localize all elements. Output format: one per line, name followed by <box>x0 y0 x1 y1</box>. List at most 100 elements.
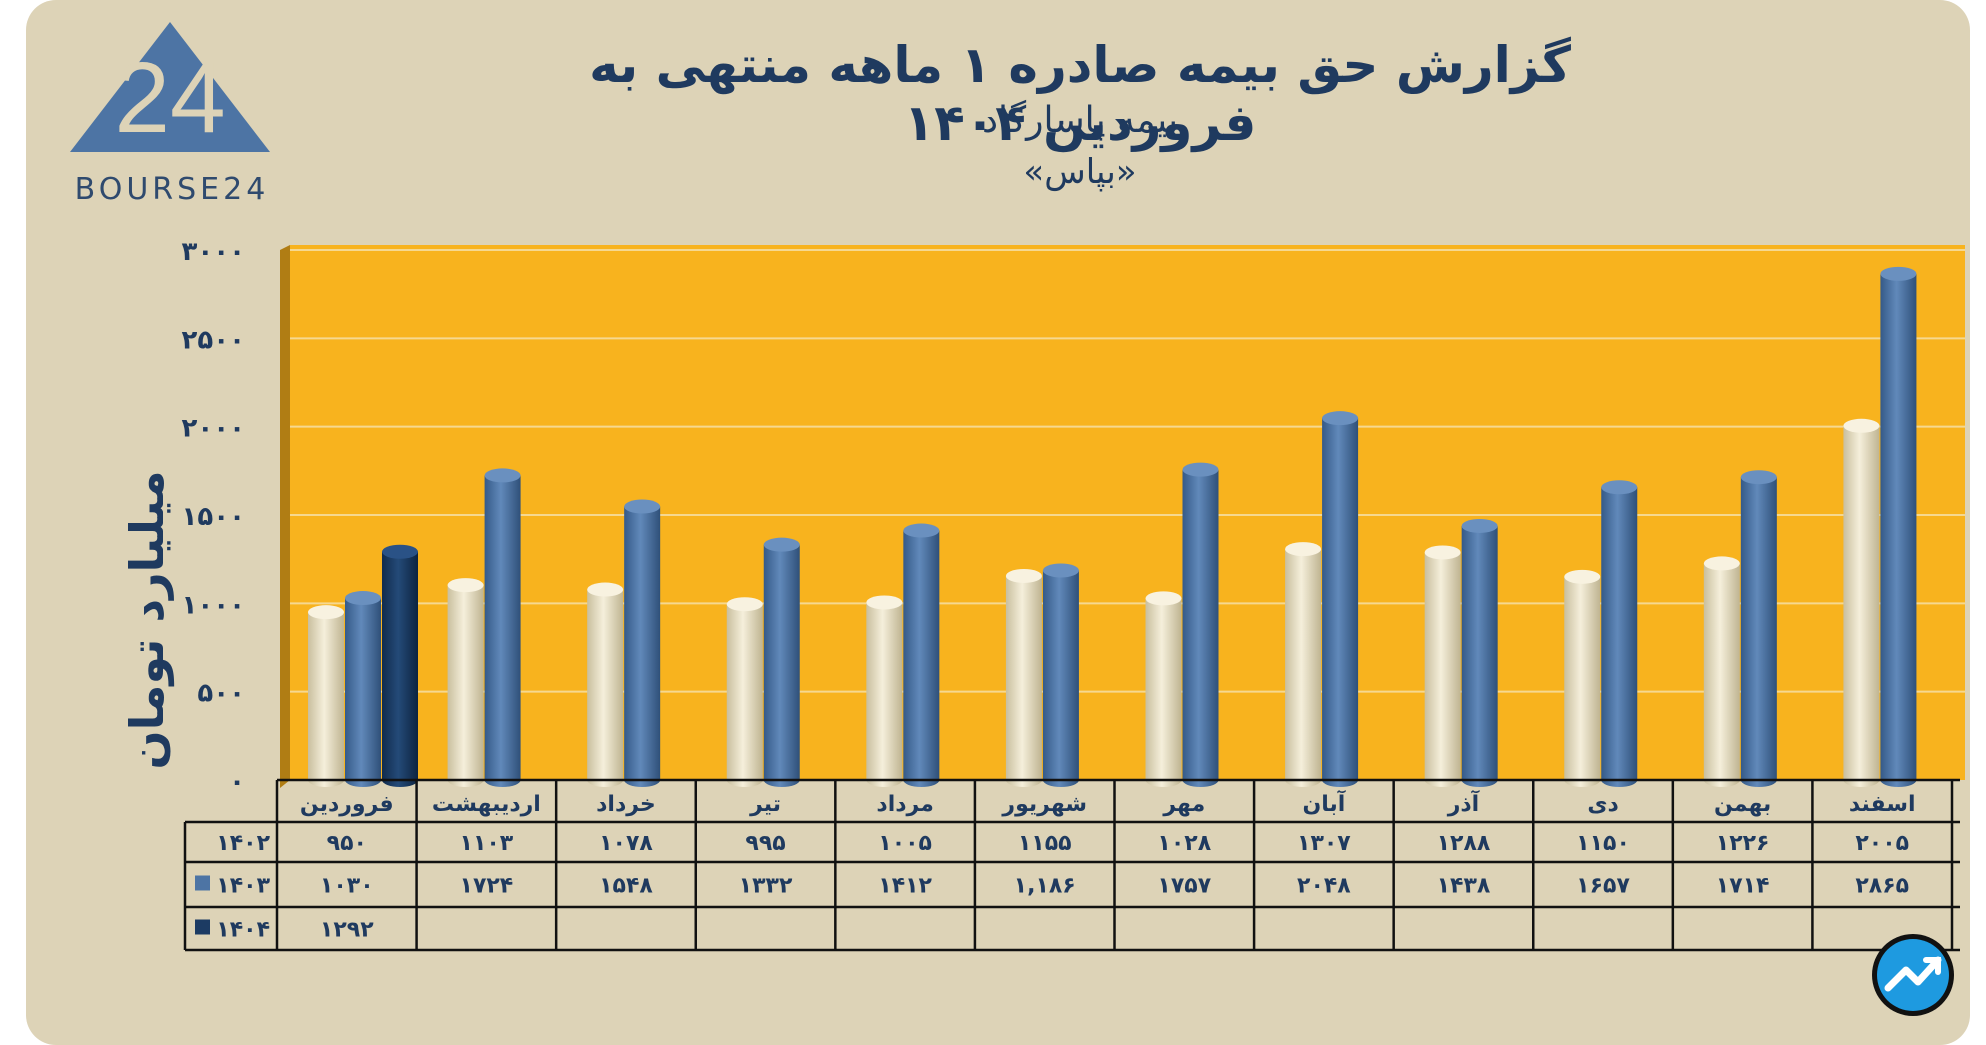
bar <box>1880 266 1917 787</box>
bar-top <box>484 468 521 483</box>
bar-body <box>1145 598 1182 780</box>
data-label: ۱۳۰۷ <box>1297 831 1351 856</box>
y-tick-label: ۰ <box>229 767 245 797</box>
bar-top <box>1601 480 1638 495</box>
bar <box>1843 418 1880 787</box>
bar-top <box>587 582 624 597</box>
bar-top <box>866 595 903 610</box>
bar-body <box>1285 549 1322 780</box>
bar-body <box>484 475 521 780</box>
svg-text:24: 24 <box>114 42 225 154</box>
bar <box>587 582 624 787</box>
bar-body <box>1424 552 1461 780</box>
data-label: ۱۲۸۸ <box>1437 831 1491 856</box>
bar-top <box>726 597 763 612</box>
y-tick-label: ۱۵۰۰ <box>182 502 245 532</box>
y-tick-label: ۵۰۰ <box>197 679 245 709</box>
data-label: ۱۱۰۳ <box>460 831 514 856</box>
bar <box>484 468 521 787</box>
bar-body <box>1601 487 1638 780</box>
legend-label: ۱۴۰۴ <box>216 918 270 943</box>
bar-top <box>763 537 800 552</box>
bar <box>1424 545 1461 787</box>
ticker-symbol: «بپاس» <box>1023 152 1137 192</box>
bar <box>1285 542 1322 787</box>
x-tick-label: دی <box>1587 792 1618 817</box>
bar-top <box>1703 556 1740 571</box>
bar-body <box>1005 575 1042 780</box>
bar-body <box>1461 525 1498 780</box>
bar <box>1564 569 1601 787</box>
bar <box>903 523 940 787</box>
x-tick-label: مرداد <box>876 792 933 817</box>
bar <box>382 544 418 787</box>
x-tick-label: تیر <box>749 792 781 817</box>
bar-body <box>1182 469 1219 780</box>
x-tick-label: آذر <box>1447 789 1480 817</box>
data-label: ۲۰۰۵ <box>1855 831 1909 856</box>
bar-body <box>1042 570 1079 780</box>
bar-body <box>1880 273 1917 780</box>
data-label: ۱۳۳۲ <box>739 874 793 899</box>
bar-top <box>1285 542 1322 557</box>
x-tick-label: بهمن <box>1714 792 1771 817</box>
y-tick-label: ۲۵۰۰ <box>182 325 245 355</box>
data-label: ۱۷۱۴ <box>1716 874 1770 899</box>
data-label: ۹۹۵ <box>745 831 785 856</box>
y-tick-label: ۱۰۰۰ <box>182 590 245 620</box>
bar-top <box>382 544 418 559</box>
bar <box>447 578 484 787</box>
legend-label: ۱۴۰۳ <box>216 874 270 899</box>
data-label: ۲۸۶۵ <box>1855 874 1909 899</box>
x-tick-label: اردیبهشت <box>432 792 541 817</box>
bar-top <box>1182 462 1219 477</box>
bar-top <box>1740 470 1777 485</box>
plot-side-wall <box>280 245 290 788</box>
bar-top <box>1880 266 1917 281</box>
bar-top <box>1564 569 1601 584</box>
bar <box>1322 411 1359 787</box>
data-label: ۱۱۵۵ <box>1018 831 1072 856</box>
bar-top <box>345 591 381 606</box>
bar <box>1042 563 1079 787</box>
data-label: ۱۰۷۸ <box>599 831 653 856</box>
legend-label: ۱۴۰۲ <box>216 831 270 856</box>
x-tick-label: فروردین <box>300 792 394 817</box>
data-label: ۱۷۲۴ <box>460 874 514 899</box>
bar <box>866 595 903 787</box>
legend-swatch <box>195 919 210 935</box>
data-label: ۱۰۳۰ <box>320 874 374 899</box>
bar <box>1145 591 1182 787</box>
bar-top <box>1005 568 1042 583</box>
data-label: ۱۴۱۲ <box>878 874 932 899</box>
data-label: ۱۲۹۲ <box>320 918 374 943</box>
bar-body <box>308 612 344 780</box>
data-label: ۱,۱۸۶ <box>1014 874 1076 899</box>
bar-top <box>447 578 484 593</box>
bar <box>726 597 763 787</box>
bar-body <box>1843 425 1880 780</box>
bar-top <box>1042 563 1079 578</box>
bar-top <box>1322 411 1359 426</box>
data-label: ۱۵۴۸ <box>599 874 653 899</box>
bar-top <box>903 523 940 538</box>
bar-top <box>1843 418 1880 433</box>
logo-text: BOURSE24 <box>74 172 270 207</box>
bar-body <box>1322 418 1359 780</box>
bar <box>1461 518 1498 787</box>
bar-body <box>1564 576 1601 780</box>
bar-top <box>1461 518 1498 533</box>
data-label: ۱۰۲۸ <box>1157 831 1211 856</box>
bar <box>1005 568 1042 787</box>
data-label: ۹۵۰ <box>327 831 367 856</box>
bar-body <box>1740 477 1777 780</box>
data-label: ۱۲۲۶ <box>1716 831 1770 856</box>
bar-body <box>866 602 903 780</box>
chart-subtitle: بیمه پاسارگاد <box>981 100 1179 141</box>
bar-body <box>382 551 418 780</box>
bar-body <box>345 598 381 780</box>
data-label: ۲۰۴۸ <box>1297 874 1351 899</box>
bar-top <box>308 605 344 620</box>
bar-top <box>624 499 661 514</box>
